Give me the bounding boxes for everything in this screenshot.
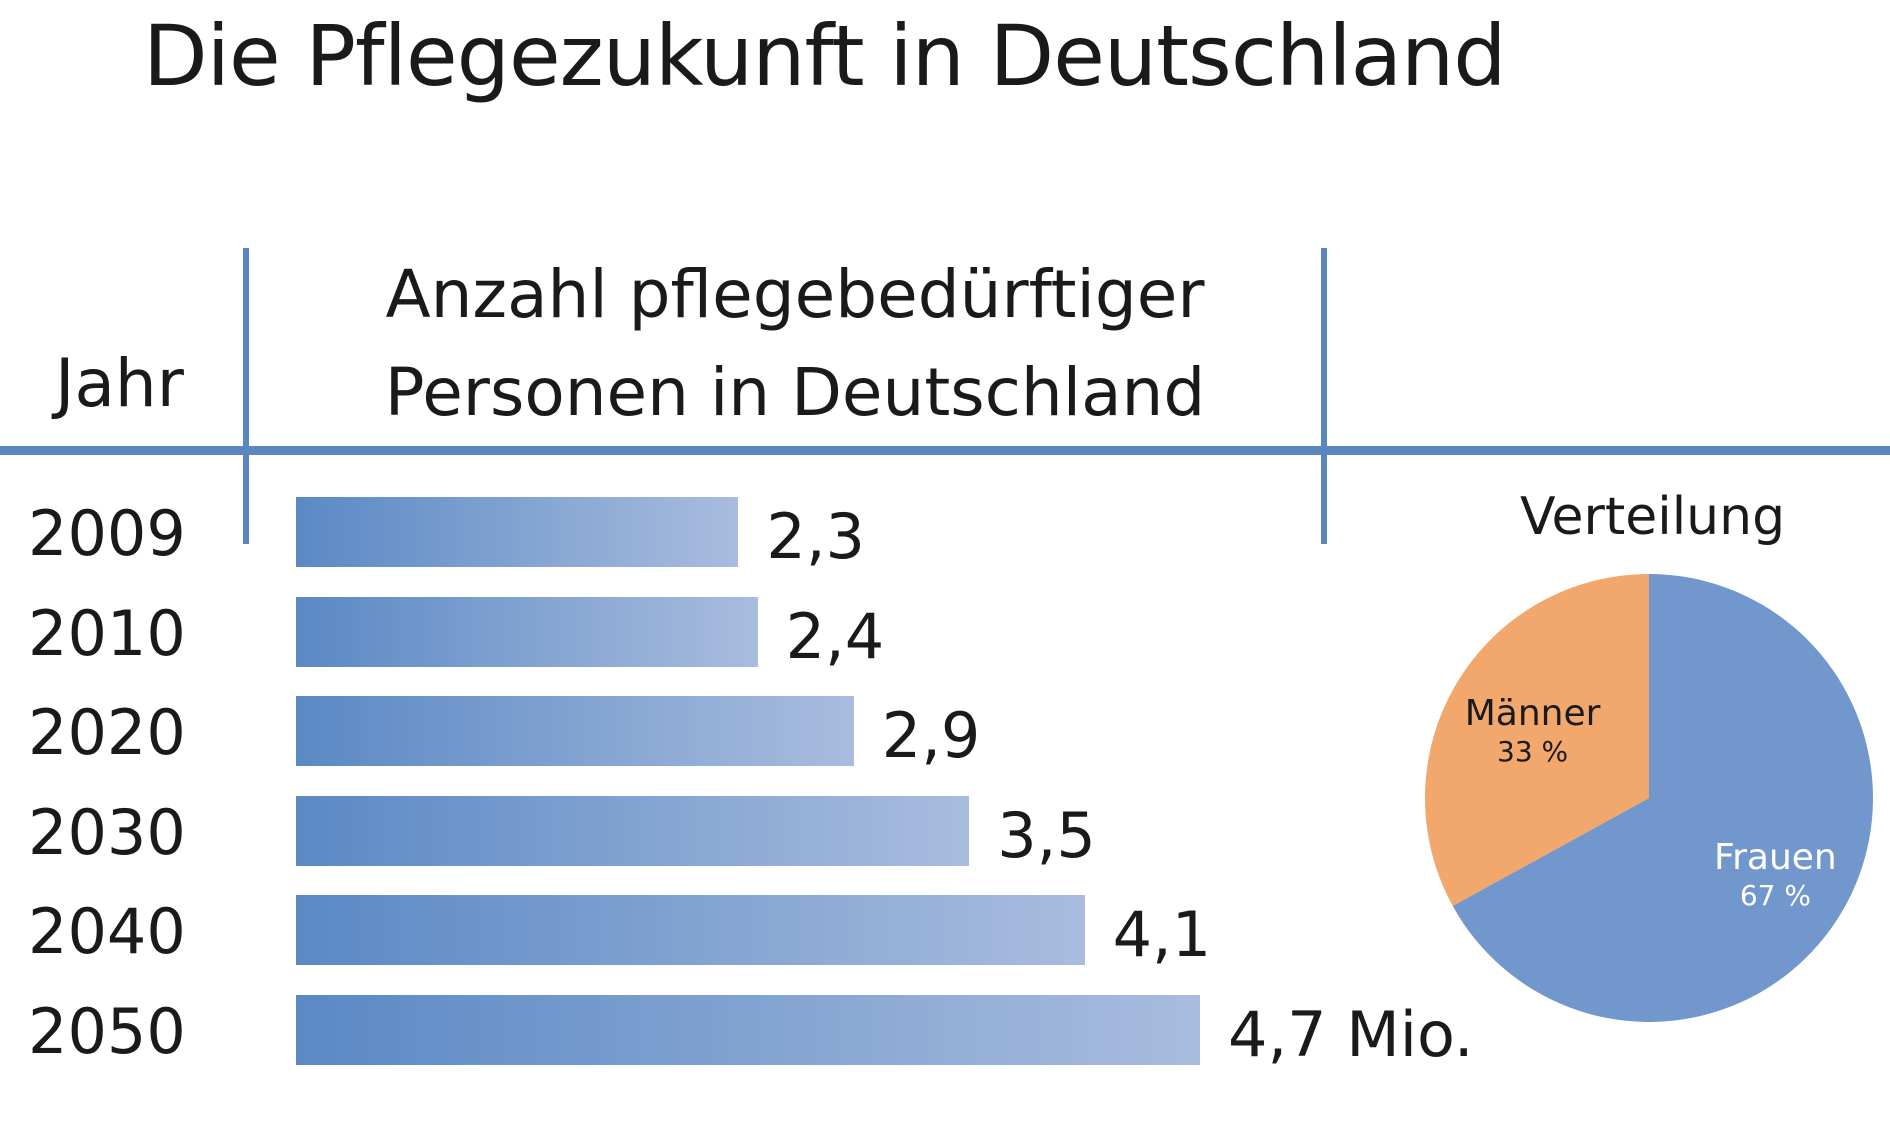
bar bbox=[296, 597, 758, 667]
year-label: 2040 bbox=[28, 895, 186, 968]
bar bbox=[296, 995, 1200, 1065]
divider-right bbox=[1321, 248, 1327, 544]
count-header-line2: Personen in Deutschland bbox=[384, 354, 1206, 431]
bar-value-label: 3,5 bbox=[997, 799, 1096, 872]
bar bbox=[296, 796, 970, 866]
pie-label: Frauen 67 % bbox=[1685, 837, 1865, 913]
bar-value-label: 2,4 bbox=[785, 600, 885, 673]
year-label: 2010 bbox=[28, 597, 186, 670]
year-label: 2050 bbox=[28, 995, 186, 1068]
pie-label-percent: 67 % bbox=[1739, 879, 1811, 912]
year-label: 2030 bbox=[28, 796, 186, 869]
bar bbox=[296, 696, 854, 766]
pie-chart bbox=[1425, 574, 1873, 1022]
count-column-header: Anzahl pflegebedürftiger Personen in Deu… bbox=[330, 246, 1260, 442]
bar bbox=[296, 895, 1085, 965]
bar-value-label: 2,3 bbox=[766, 500, 865, 573]
pie-title: Verteilung bbox=[1520, 487, 1786, 547]
pie-label: Männer 33 % bbox=[1443, 693, 1623, 769]
bar bbox=[296, 497, 739, 567]
chart-title: Die Pflegezukunft in Deutschland bbox=[143, 7, 1507, 105]
pie-slice-mnner bbox=[1425, 574, 1649, 906]
header-rule bbox=[0, 446, 1890, 455]
pie-label-percent: 33 % bbox=[1497, 734, 1569, 768]
divider-left bbox=[243, 248, 249, 544]
year-label: 2020 bbox=[28, 696, 186, 769]
year-column-header: Jahr bbox=[55, 345, 184, 422]
pie-slice-frauen bbox=[1452, 574, 1873, 1022]
bar-value-label: 4,7 Mio. bbox=[1228, 998, 1474, 1071]
pie-label-name: Männer bbox=[1464, 692, 1601, 734]
bar-value-label: 4,1 bbox=[1112, 898, 1212, 971]
pie-label-name: Frauen bbox=[1714, 837, 1837, 878]
year-label: 2009 bbox=[28, 497, 186, 570]
bar-value-label: 2,9 bbox=[881, 699, 981, 772]
count-header-line1: Anzahl pflegebedürftiger bbox=[385, 256, 1205, 333]
